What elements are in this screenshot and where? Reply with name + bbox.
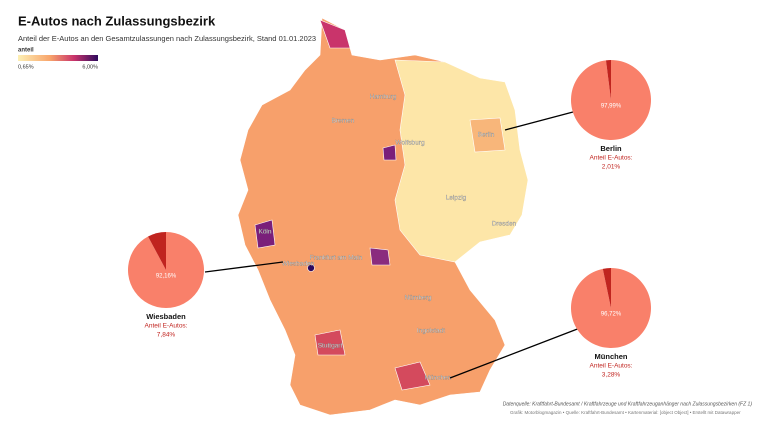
city-label: Stuttgart — [318, 343, 343, 350]
pie-name: München — [595, 352, 628, 361]
pie-share-label: 2,01% — [602, 164, 621, 171]
note: Grafik: Motorblogmagazin • Quelle: Kraft… — [510, 410, 741, 415]
pie-slice — [602, 268, 611, 308]
city-label: Nürnberg — [404, 295, 431, 302]
pie-share-label: 7,84% — [157, 332, 176, 339]
pie-value-label: 96,72% — [601, 312, 622, 318]
pie-name: Wiesbaden — [146, 312, 186, 321]
title: E-Autos nach Zulassungsbezirk — [18, 13, 216, 28]
country-east — [394, 59, 529, 263]
pie-slice — [570, 268, 651, 349]
city-label: Hamburg — [370, 94, 397, 101]
pie-caption: Anteil E-Autos: — [145, 323, 188, 330]
district — [382, 144, 397, 161]
legend-title: anteil — [18, 48, 34, 54]
district — [307, 264, 315, 272]
pie-slice — [127, 232, 204, 308]
legend-gradient — [18, 55, 98, 61]
district — [469, 117, 506, 153]
district — [394, 361, 431, 391]
legend-max: 6,00% — [82, 64, 98, 70]
pie-slice — [605, 60, 611, 100]
city-label: Wiesbaden — [282, 261, 315, 268]
pies: 92,16% Wiesbaden Anteil E-Autos: 7,84% 97,99… — [127, 60, 651, 379]
district — [319, 19, 351, 49]
city-label: Bremen — [332, 118, 355, 125]
district — [314, 329, 346, 356]
district — [254, 219, 276, 249]
city-label: Leipzig — [446, 195, 467, 202]
city-label: Dresden — [492, 221, 517, 228]
city-label: Wolfsburg — [395, 140, 425, 147]
leader-line — [204, 261, 284, 273]
pie-value-label: 97,99% — [601, 104, 622, 110]
legend-min: 0,65% — [18, 64, 34, 70]
city-label: Berlin — [478, 132, 495, 139]
subtitle: Anteil der E-Autos an den Gesamtzulassun… — [18, 34, 316, 43]
city-label: Köln — [258, 229, 271, 236]
leader-line — [504, 111, 574, 131]
district — [369, 247, 391, 266]
pie-caption: Anteil E-Autos: — [590, 155, 633, 162]
city-label: Ingolstadt — [417, 328, 445, 335]
pie-name: Berlin — [600, 144, 622, 153]
city-labels: Hamburg Bremen Berlin Wolfsburg Leipzig Köln D… — [258, 94, 516, 382]
pie-share-label: 3,28% — [602, 372, 621, 379]
city-label: München — [425, 375, 452, 382]
germany-map — [237, 17, 529, 416]
pie-value-label: 92,16% — [156, 274, 177, 280]
city-label: Frankfurt am Main — [310, 255, 363, 262]
note: Datenquelle: Kraftfahrt-Bundesamt / Kraf… — [503, 401, 753, 407]
pie-slice — [148, 232, 166, 270]
pie-caption: Anteil E-Autos: — [590, 363, 633, 370]
leader-line — [449, 327, 581, 379]
